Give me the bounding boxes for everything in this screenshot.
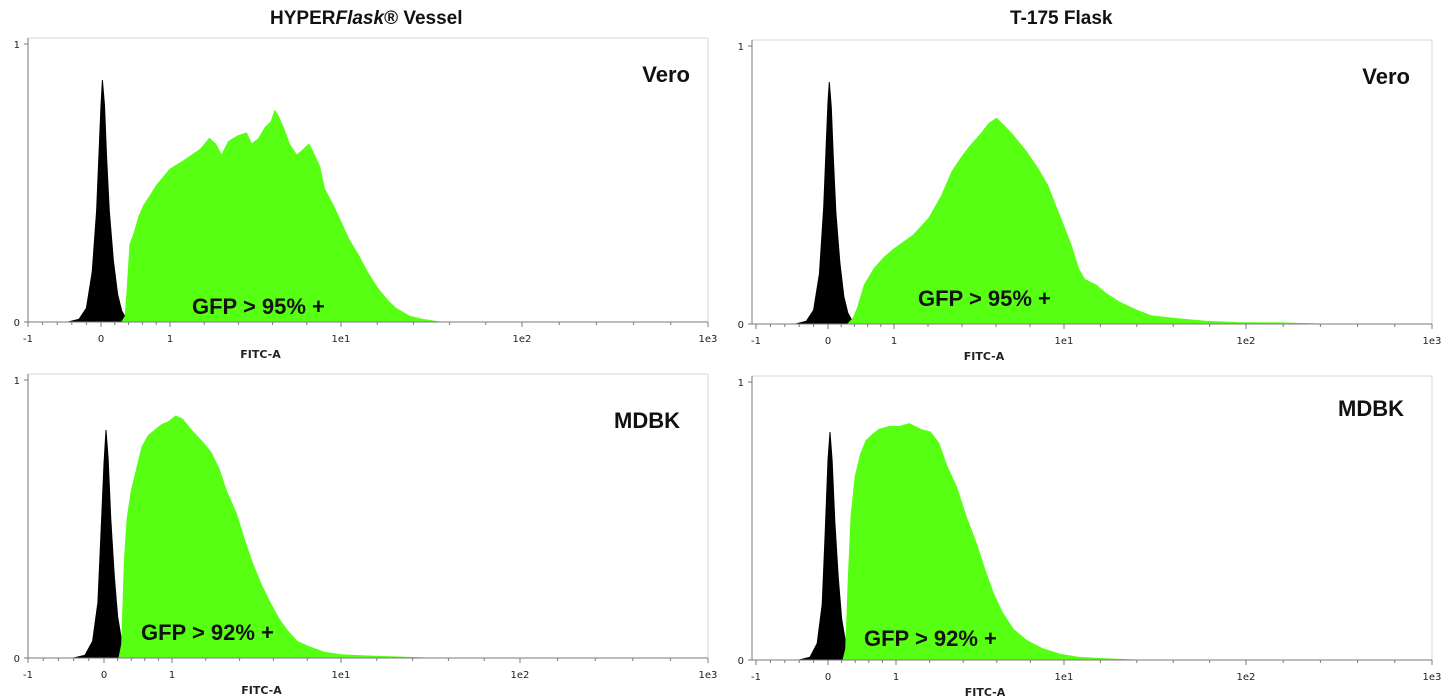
- column-title-suffix: ® Vessel: [384, 8, 463, 29]
- y-tick-label: 1: [14, 376, 20, 387]
- x-tick-label: -1: [23, 670, 33, 681]
- x-axis-title: FITC-A: [965, 686, 1006, 698]
- y-tick-label: 1: [14, 40, 20, 51]
- gfp-percentage-label: GFP > 92% +: [864, 626, 997, 651]
- cell-line-label: Vero: [642, 62, 690, 87]
- y-tick-label: 0: [738, 320, 744, 331]
- x-tick-label: 1e1: [1055, 336, 1074, 347]
- gfp-histogram: [120, 109, 440, 323]
- x-tick-label: -1: [23, 334, 33, 345]
- x-tick-label: 1e3: [1423, 672, 1442, 683]
- x-tick-label: 1e2: [513, 334, 532, 345]
- x-tick-label: 0: [825, 672, 831, 683]
- y-tick-label: 0: [14, 318, 20, 329]
- x-tick-label: -1: [751, 336, 761, 347]
- control-histogram: [795, 82, 858, 325]
- x-tick-label: 0: [825, 336, 831, 347]
- y-tick-label: 0: [14, 654, 20, 665]
- gfp-histogram: [842, 423, 1137, 661]
- histogram-panel-t175-vero: 0 1 -1 0 1 1e1 1e2 1e3 FITC-A Vero GFP > 95% +: [738, 39, 1442, 363]
- column-title-t175: T-175 Flask: [1010, 8, 1113, 29]
- x-tick-label: 1e2: [511, 670, 530, 681]
- x-tick-label: 1e3: [699, 670, 718, 681]
- control-histogram: [68, 80, 133, 323]
- column-title-prefix: HYPER: [270, 8, 336, 29]
- column-title-hyperflask: HYPERFlask® Vessel: [270, 8, 463, 30]
- gfp-percentage-label: GFP > 95% +: [918, 286, 1051, 311]
- x-tick-label: 1: [167, 334, 173, 345]
- gfp-percentage-label: GFP > 92% +: [141, 620, 274, 645]
- cell-line-label: MDBK: [1338, 396, 1404, 421]
- y-tick-label: 1: [738, 378, 744, 389]
- x-tick-label: 1e1: [332, 334, 351, 345]
- x-tick-label: 1: [893, 672, 899, 683]
- x-tick-label: 1e3: [699, 334, 718, 345]
- gfp-histogram: [846, 117, 1321, 325]
- x-tick-label: 1e2: [1237, 336, 1256, 347]
- x-tick-label: 1: [169, 670, 175, 681]
- x-axis-title: FITC-A: [241, 684, 282, 697]
- histogram-panel-t175-mdbk: 0 1 -1 0 1 1e1 1e2 1e3 FITC-A MDBK GFP > 92% +: [738, 375, 1442, 698]
- y-tick-label: 1: [738, 42, 744, 53]
- x-tick-label: 1e1: [332, 670, 351, 681]
- gfp-histogram: [118, 415, 427, 659]
- cell-line-label: MDBK: [614, 408, 680, 433]
- x-axis-title: FITC-A: [964, 350, 1005, 363]
- x-tick-label: 1e2: [1237, 672, 1256, 683]
- x-tick-label: -1: [751, 672, 761, 683]
- column-title-italic: Flask: [335, 8, 385, 29]
- x-axis-title: FITC-A: [240, 348, 281, 361]
- x-tick-label: 1e3: [1423, 336, 1442, 347]
- x-tick-label: 1: [891, 336, 897, 347]
- x-tick-label: 0: [101, 670, 107, 681]
- y-tick-label: 0: [738, 656, 744, 667]
- x-tick-label: 0: [98, 334, 104, 345]
- gfp-percentage-label: GFP > 95% +: [192, 294, 325, 319]
- cell-line-label: Vero: [1362, 64, 1410, 89]
- x-tick-label: 1e1: [1055, 672, 1074, 683]
